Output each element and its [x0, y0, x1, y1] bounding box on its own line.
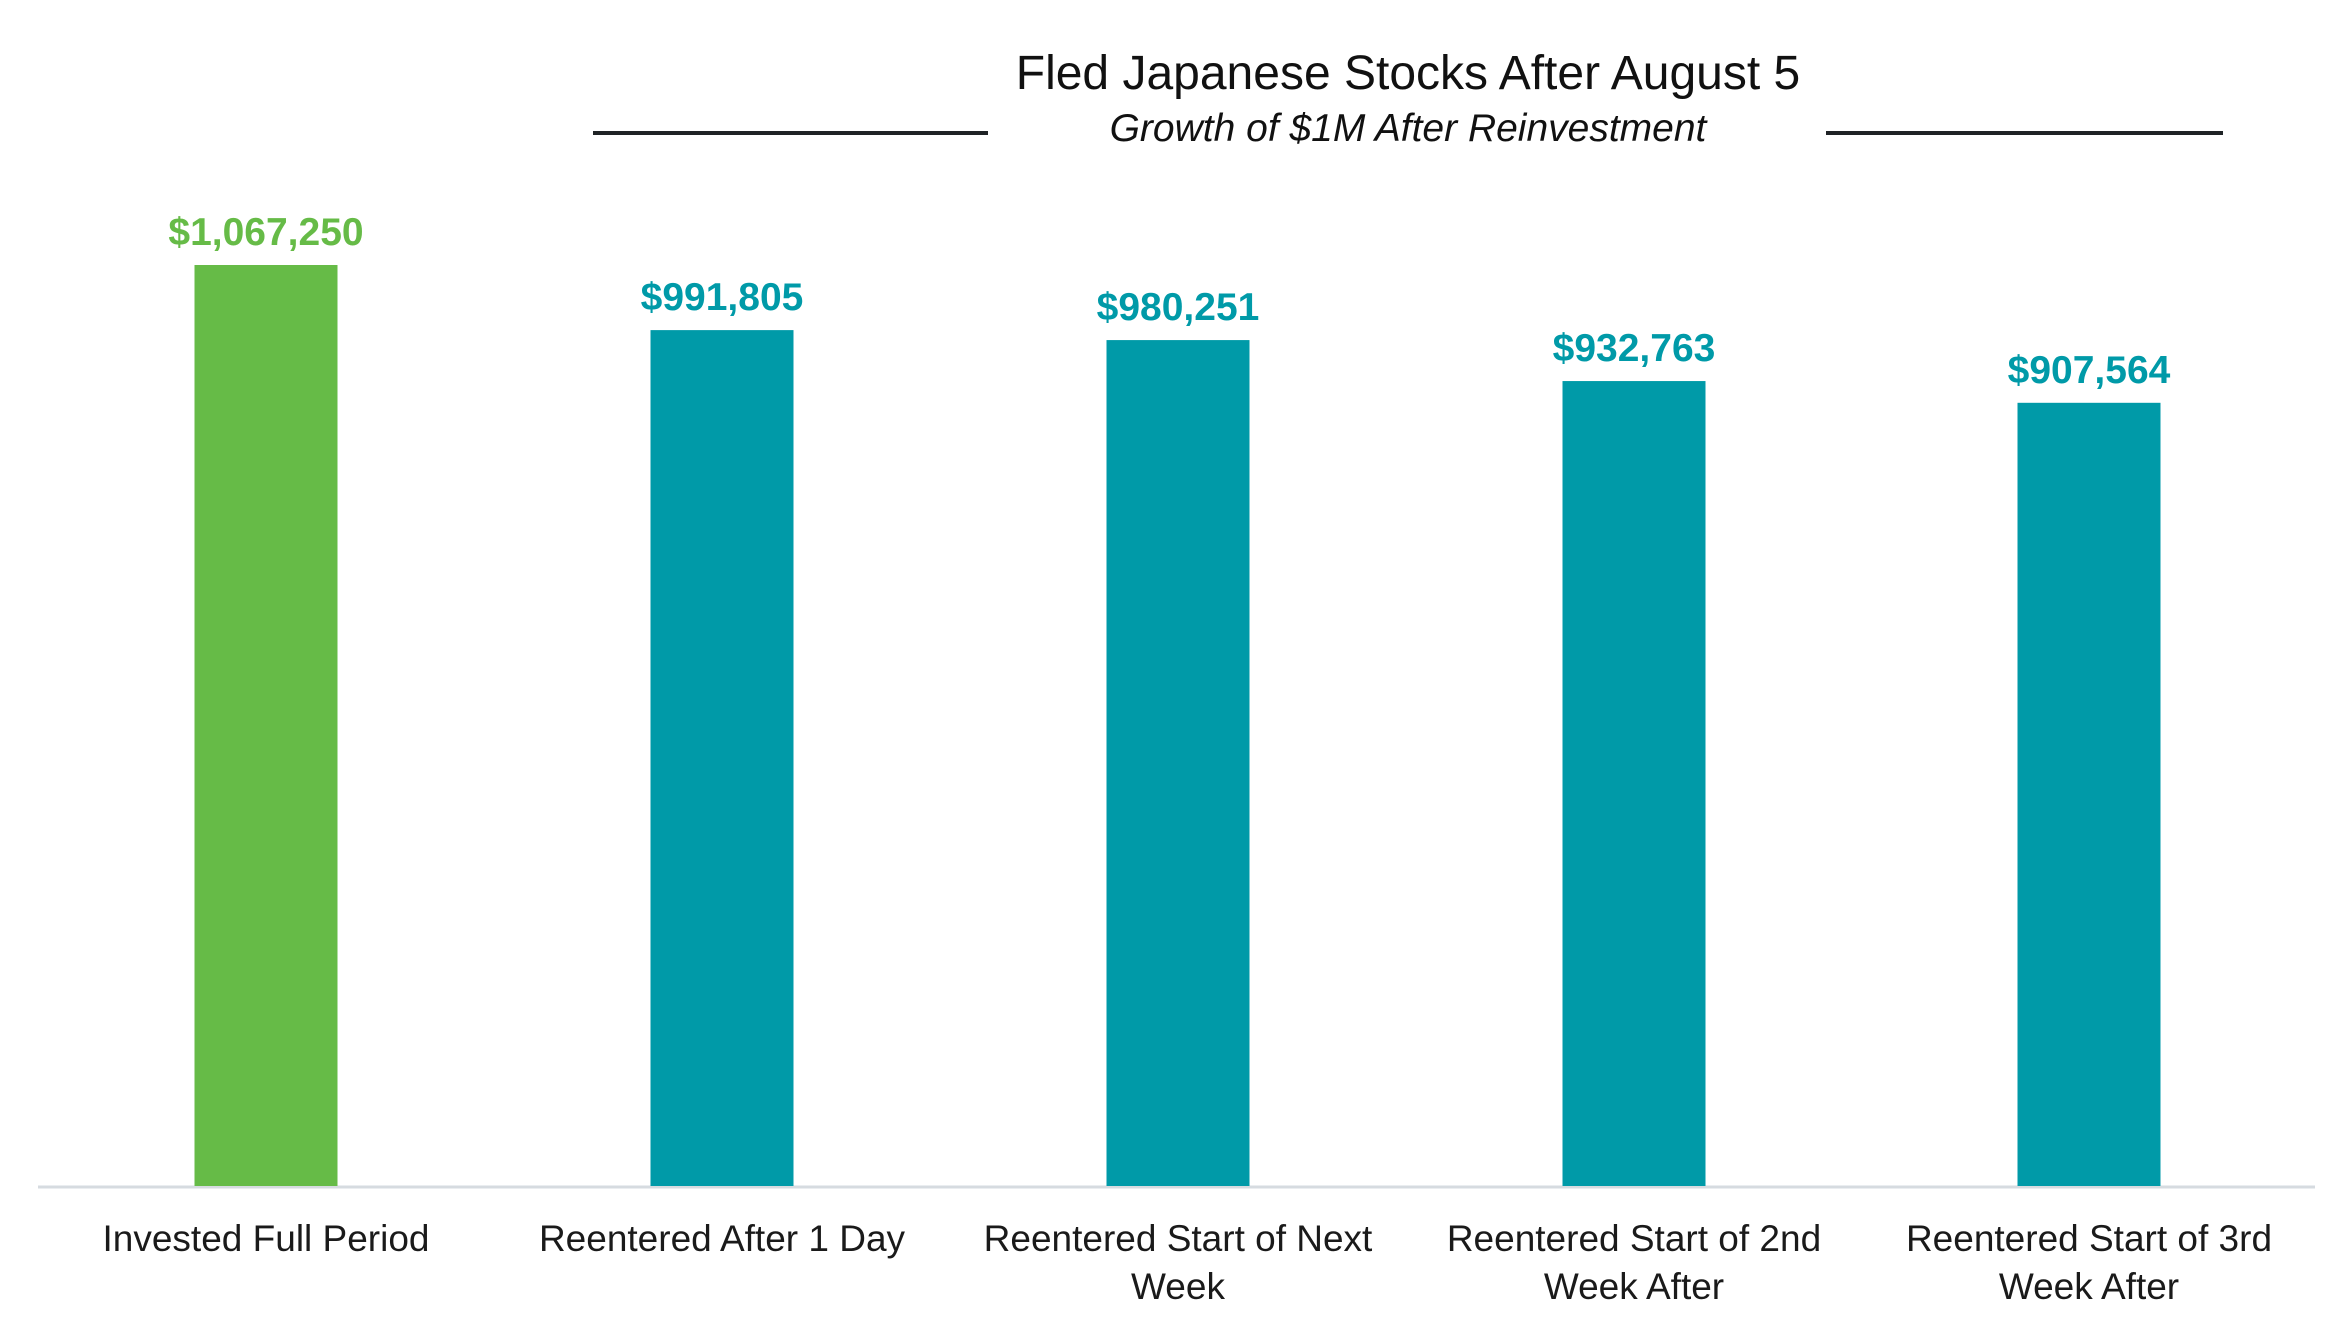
x-tick-label-0: Invested Full Period	[102, 1218, 429, 1259]
data-label-4: $907,564	[2008, 349, 2171, 392]
title-rule-right	[1826, 131, 2223, 135]
x-tick-label-4-line-1: Week After	[1999, 1266, 2179, 1307]
x-tick-label-1: Reentered After 1 Day	[539, 1218, 906, 1259]
data-label-1: $991,805	[641, 276, 804, 319]
x-tick-label-2: Reentered Start of Next Week	[984, 1218, 1373, 1307]
x-tick-label-3-line-1: Week After	[1544, 1266, 1724, 1307]
bar-0	[194, 265, 338, 1186]
x-tick-label-2-line-0: Reentered Start of Next	[984, 1218, 1373, 1259]
bar-3	[1562, 381, 1706, 1187]
x-tick-label-2-line-1: Week	[1131, 1266, 1225, 1307]
bar-2	[1106, 340, 1250, 1186]
x-tick-label-3: Reentered Start of 2nd Week After	[1447, 1218, 1821, 1307]
chart-title: Fled Japanese Stocks After August 5	[1015, 47, 1801, 100]
data-label-0: $1,067,250	[168, 211, 363, 254]
chart-subtitle: Growth of $1M After Reinvestment	[1109, 107, 1707, 150]
x-tick-label-4: Reentered Start of 3rd Week After	[1906, 1218, 2272, 1307]
x-tick-label-4-line-0: Reentered Start of 3rd	[1906, 1218, 2272, 1259]
title-rule-left	[593, 131, 988, 135]
x-tick-label-1-line-0: Reentered After 1 Day	[539, 1218, 906, 1259]
data-label-3: $932,763	[1553, 327, 1716, 370]
title-block: Fled Japanese Stocks After August 5 Grow…	[593, 44, 2223, 164]
bar-4	[2017, 402, 2161, 1186]
x-tick-label-3-line-0: Reentered Start of 2nd	[1447, 1218, 1821, 1259]
x-tick-label-0-line-0: Invested Full Period	[102, 1218, 429, 1259]
bar-1	[650, 330, 794, 1186]
data-label-2: $980,251	[1097, 286, 1260, 329]
